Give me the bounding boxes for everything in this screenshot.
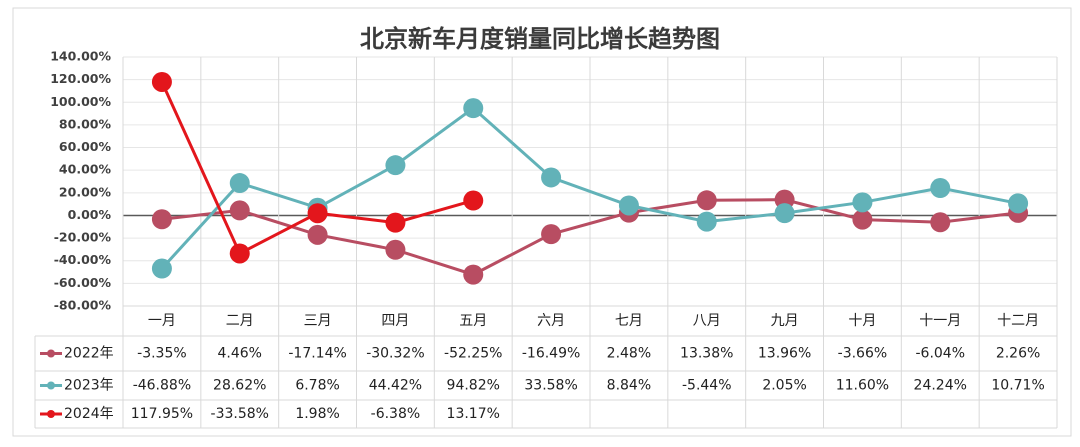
x-tick-label: 四月 bbox=[381, 313, 409, 329]
legend-key-dot bbox=[47, 410, 55, 418]
point bbox=[229, 173, 250, 194]
y-tick-label: 0.00% bbox=[68, 207, 112, 222]
table-value: 28.62% bbox=[213, 378, 266, 394]
table-value: -3.35% bbox=[137, 346, 187, 362]
table-value: 2.05% bbox=[762, 378, 806, 394]
legend-label: 2024年 bbox=[64, 406, 114, 422]
table-value: 44.42% bbox=[369, 378, 422, 394]
table-value: 2.48% bbox=[607, 346, 651, 362]
x-tick-label: 一月 bbox=[148, 313, 176, 329]
point bbox=[463, 190, 484, 211]
chart-title: 北京新车月度销量同比增长趋势图 bbox=[360, 25, 720, 53]
point bbox=[774, 203, 795, 224]
x-tick-label: 十一月 bbox=[919, 313, 961, 329]
x-tick-label: 十二月 bbox=[997, 313, 1039, 329]
table-value: 24.24% bbox=[914, 378, 967, 394]
point bbox=[541, 167, 562, 188]
table-value: -6.04% bbox=[915, 346, 965, 362]
legend-label: 2022年 bbox=[64, 346, 114, 362]
point bbox=[385, 155, 406, 176]
table-value: -3.66% bbox=[838, 346, 888, 362]
x-tick-label: 二月 bbox=[226, 313, 254, 329]
point bbox=[696, 211, 717, 232]
table-value: 13.17% bbox=[447, 406, 500, 422]
y-tick-label: 120.00% bbox=[50, 71, 111, 86]
x-tick-label: 十月 bbox=[848, 313, 876, 329]
point bbox=[307, 224, 328, 245]
y-tick-label: -60.00% bbox=[54, 275, 112, 290]
x-tick-label: 三月 bbox=[304, 313, 332, 329]
table-value: 1.98% bbox=[295, 406, 339, 422]
point bbox=[696, 190, 717, 211]
point bbox=[151, 258, 172, 279]
legend-key-dot bbox=[47, 349, 55, 358]
point bbox=[852, 209, 873, 230]
point bbox=[541, 224, 562, 245]
y-tick-label: -20.00% bbox=[54, 230, 112, 245]
table-value: 2.26% bbox=[996, 346, 1040, 362]
point bbox=[229, 200, 250, 221]
point bbox=[930, 178, 951, 199]
point bbox=[151, 209, 172, 230]
point bbox=[229, 243, 250, 264]
table-value: 10.71% bbox=[991, 378, 1044, 394]
point bbox=[385, 212, 406, 233]
table-value: 6.78% bbox=[295, 378, 339, 394]
point bbox=[463, 98, 484, 119]
table-value: -17.14% bbox=[288, 346, 346, 362]
table-value: -46.88% bbox=[133, 378, 191, 394]
table-value: -6.38% bbox=[371, 406, 421, 422]
table-value: -52.25% bbox=[444, 346, 502, 362]
series-line bbox=[160, 106, 1019, 270]
point bbox=[463, 264, 484, 285]
table-value: 117.95% bbox=[131, 406, 193, 422]
point bbox=[852, 192, 873, 213]
point bbox=[307, 203, 328, 224]
y-tick-label: 60.00% bbox=[59, 139, 112, 154]
y-tick-label: 20.00% bbox=[59, 184, 112, 199]
y-tick-label: -80.00% bbox=[54, 298, 112, 313]
legend-key-dot bbox=[47, 381, 55, 390]
point bbox=[151, 71, 172, 92]
table-value: 11.60% bbox=[836, 378, 889, 394]
x-tick-label: 七月 bbox=[615, 313, 643, 329]
x-tick-label: 八月 bbox=[693, 313, 721, 329]
y-tick-label: 40.00% bbox=[59, 162, 112, 177]
table-value: 8.84% bbox=[607, 378, 651, 394]
table-value: 4.46% bbox=[218, 346, 262, 362]
point bbox=[930, 212, 951, 233]
table-value: -30.32% bbox=[366, 346, 424, 362]
table-value: -16.49% bbox=[522, 346, 580, 362]
y-tick-label: 140.00% bbox=[50, 49, 111, 64]
legend-label: 2023年 bbox=[64, 378, 114, 394]
table-value: 13.96% bbox=[758, 346, 811, 362]
y-tick-label: 80.00% bbox=[59, 116, 112, 131]
y-tick-label: -40.00% bbox=[54, 252, 112, 267]
point bbox=[385, 239, 406, 260]
series-line bbox=[161, 198, 1019, 277]
y-tick-label: 100.00% bbox=[50, 94, 111, 109]
table-value: 33.58% bbox=[524, 378, 577, 394]
point bbox=[618, 195, 639, 216]
table-value: 94.82% bbox=[447, 378, 500, 394]
table-value: -5.44% bbox=[682, 378, 732, 394]
point bbox=[1008, 193, 1029, 214]
x-tick-label: 九月 bbox=[771, 313, 799, 329]
table-value: 13.38% bbox=[680, 346, 733, 362]
x-tick-label: 六月 bbox=[537, 313, 565, 329]
x-tick-label: 五月 bbox=[459, 313, 487, 329]
table-value: -33.58% bbox=[211, 406, 269, 422]
